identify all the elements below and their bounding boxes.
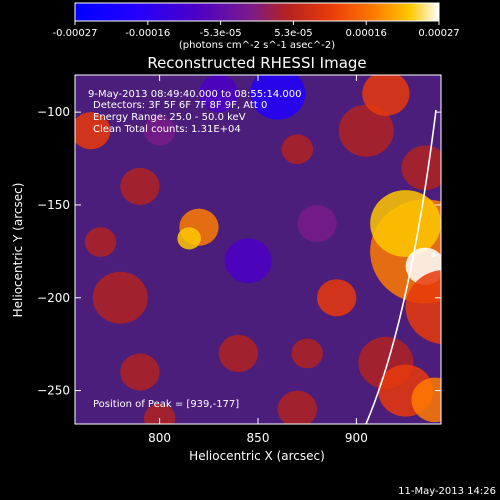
y-axis-ticks: −100 −150 −200 −250 xyxy=(37,105,441,398)
intensity-region xyxy=(218,334,258,373)
annotation-clean: Clean Total counts: 1.31E+04 xyxy=(93,124,241,135)
intensity-region xyxy=(405,270,441,344)
intensity-region xyxy=(75,112,111,150)
intensity-region xyxy=(198,75,239,113)
intensity-region xyxy=(362,75,410,116)
colorbar-tick-label: 0.00027 xyxy=(418,28,459,39)
intensity-region xyxy=(297,204,337,243)
colorbar-ticks: -0.00027 -0.00016 -5.3e-05 5.3e-05 0.00016 0.… xyxy=(53,21,460,39)
y-tick-label: −100 xyxy=(37,105,70,119)
intensity-region xyxy=(250,75,306,120)
x-tick-label: 800 xyxy=(148,431,171,445)
x-axis-label: Heliocentric X (arcsec) xyxy=(189,449,325,463)
intensity-region xyxy=(143,115,176,146)
footer-date: 11-May-2013 14:26 xyxy=(398,486,496,497)
y-tick-label: −250 xyxy=(37,384,70,398)
annotation-detectors: Detectors: 3F 5F 6F 7F 8F 9F, Att 0 xyxy=(93,100,267,111)
colorbar-unit-label: (photons cm^-2 s^-1 asec^-2) xyxy=(179,40,335,51)
intensity-region xyxy=(281,134,314,165)
colorbar-tick-label: -5.3e-05 xyxy=(200,28,242,39)
colorbar-tick-label: 0.00016 xyxy=(346,28,387,39)
intensity-region xyxy=(224,238,272,283)
y-tick-label: −200 xyxy=(37,291,70,305)
intensity-region xyxy=(177,227,201,250)
chart-title: Reconstructed RHESSI Image xyxy=(147,54,366,72)
colorbar xyxy=(74,2,440,22)
colorbar-tick-label: -0.00027 xyxy=(53,28,98,39)
annotation-energy: Energy Range: 25.0 - 50.0 keV xyxy=(93,112,246,123)
intensity-region xyxy=(277,390,318,424)
solar-limb xyxy=(365,109,437,424)
x-tick-label: 850 xyxy=(247,431,270,445)
intensity-region xyxy=(84,227,117,257)
colorbar-tick-label: 5.3e-05 xyxy=(274,28,312,39)
intensity-region xyxy=(338,104,394,157)
intensity-region xyxy=(411,377,441,423)
intensity-region xyxy=(120,353,160,391)
annotation-peak-position: Position of Peak = [939,-177] xyxy=(93,399,239,410)
intensity-region xyxy=(317,279,357,317)
peak-point xyxy=(431,253,436,258)
y-axis-label: Heliocentric Y (arcsec) xyxy=(11,183,25,318)
intensity-region xyxy=(370,190,441,257)
annotation-time-range: 9-May-2013 08:49:40.000 to 08:55:14.000 xyxy=(88,89,301,100)
intensity-region xyxy=(92,271,148,324)
y-tick-label: −150 xyxy=(37,198,70,212)
x-axis-ticks: 800 850 900 xyxy=(148,75,368,445)
intensity-region xyxy=(401,145,441,191)
colorbar-tick-label: -0.00016 xyxy=(125,28,170,39)
intensity-region xyxy=(291,338,323,369)
intensity-region xyxy=(143,403,176,424)
x-tick-label: 900 xyxy=(345,431,368,445)
intensity-region xyxy=(120,167,160,205)
heatmap xyxy=(75,75,441,424)
